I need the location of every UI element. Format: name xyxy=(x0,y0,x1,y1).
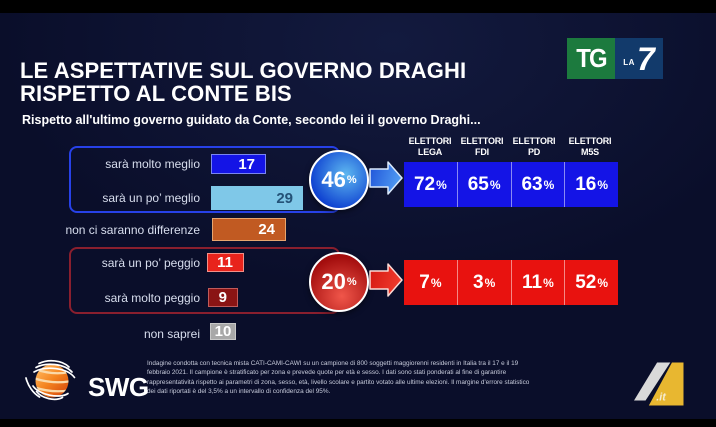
svg-text:.it: .it xyxy=(656,392,666,404)
